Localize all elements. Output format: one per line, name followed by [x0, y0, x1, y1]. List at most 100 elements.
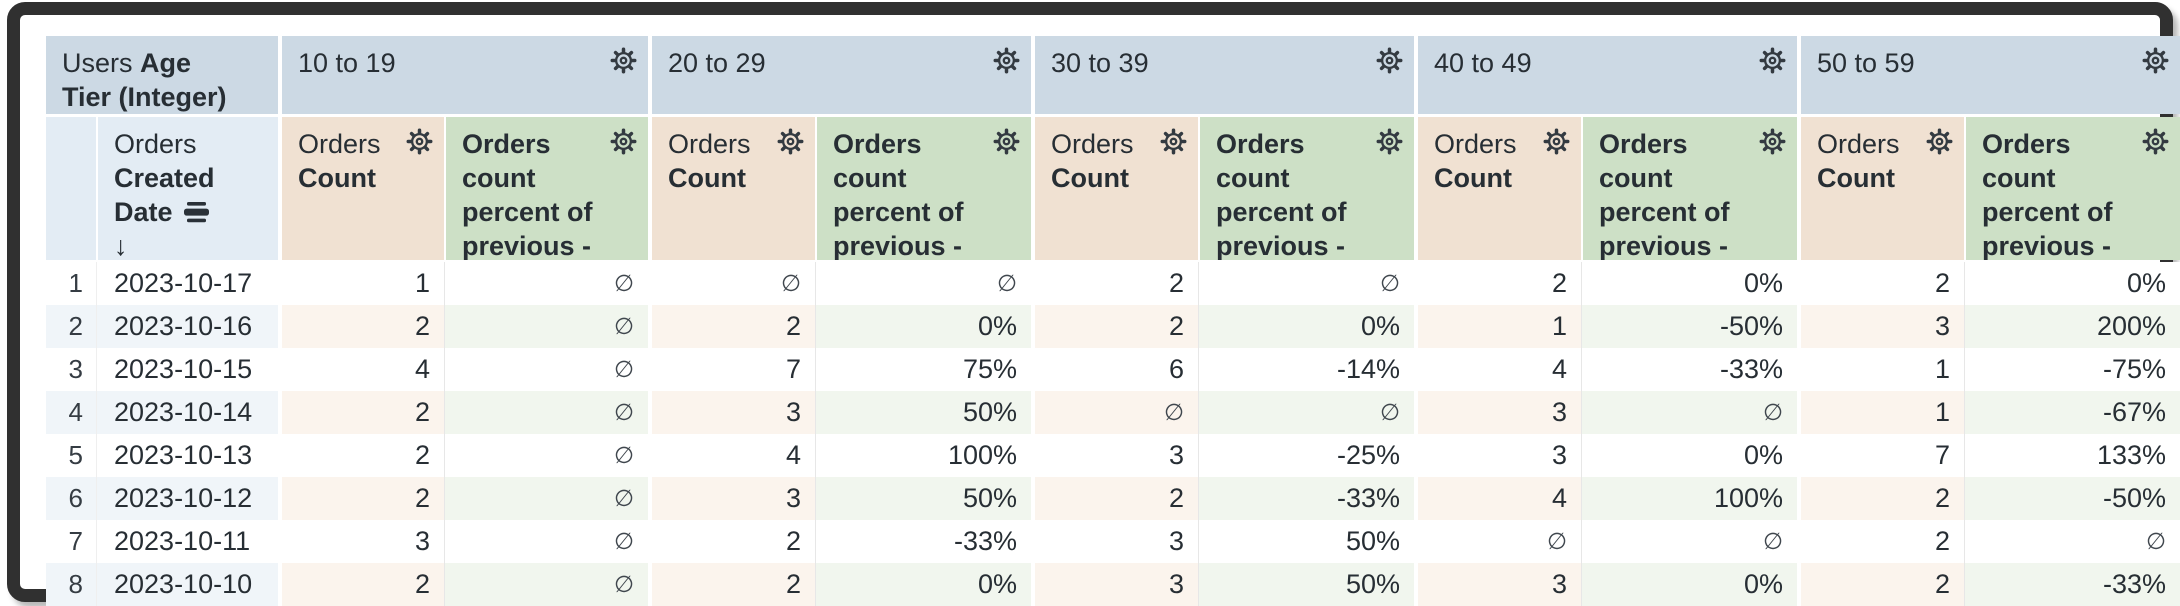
count-cell[interactable]: 1 [278, 262, 444, 305]
count-cell[interactable]: 2 [1797, 563, 1964, 606]
count-cell[interactable]: 2 [648, 305, 815, 348]
percent-calc-header[interactable]: Orders count percent of previous - acros… [1964, 117, 2180, 260]
pivot-value-header[interactable]: 30 to 39 [1031, 36, 1414, 114]
percent-cell[interactable]: 0% [1964, 262, 2180, 305]
count-cell[interactable]: 3 [648, 391, 815, 434]
count-cell[interactable]: 3 [1414, 434, 1581, 477]
date-cell[interactable]: 2023-10-12 [96, 477, 278, 520]
percent-cell[interactable]: ∅ [444, 477, 648, 520]
count-cell[interactable]: 2 [1031, 477, 1198, 520]
percent-cell[interactable]: 0% [815, 563, 1031, 606]
percent-cell[interactable]: ∅ [1581, 391, 1797, 434]
gear-icon[interactable] [775, 126, 806, 157]
percent-cell[interactable]: ∅ [1964, 520, 2180, 563]
count-cell[interactable]: 7 [1797, 434, 1964, 477]
count-cell[interactable]: 2 [1031, 262, 1198, 305]
count-cell[interactable]: 4 [648, 434, 815, 477]
gear-icon[interactable] [991, 45, 1022, 76]
count-cell[interactable]: ∅ [648, 262, 815, 305]
count-cell[interactable]: 4 [278, 348, 444, 391]
count-cell[interactable]: 4 [1414, 477, 1581, 520]
percent-cell[interactable]: ∅ [815, 262, 1031, 305]
percent-cell[interactable]: 0% [1581, 434, 1797, 477]
count-cell[interactable]: 2 [1797, 262, 1964, 305]
count-cell[interactable]: 2 [648, 520, 815, 563]
percent-cell[interactable]: 0% [1581, 563, 1797, 606]
count-cell[interactable]: 2 [278, 305, 444, 348]
percent-cell[interactable]: 0% [1581, 262, 1797, 305]
percent-cell[interactable]: 0% [815, 305, 1031, 348]
percent-cell[interactable]: -14% [1198, 348, 1414, 391]
count-cell[interactable]: 7 [648, 348, 815, 391]
percent-calc-header[interactable]: Orders count percent of previous - acros… [1198, 117, 1414, 260]
percent-cell[interactable]: -33% [1581, 348, 1797, 391]
percent-cell[interactable]: -33% [815, 520, 1031, 563]
percent-cell[interactable]: 200% [1964, 305, 2180, 348]
percent-cell[interactable]: ∅ [444, 520, 648, 563]
sort-descending-icon[interactable]: ↓ [114, 231, 128, 260]
pivot-value-header[interactable]: 40 to 49 [1414, 36, 1797, 114]
percent-cell[interactable]: 133% [1964, 434, 2180, 477]
date-cell[interactable]: 2023-10-14 [96, 391, 278, 434]
percent-cell[interactable]: ∅ [1198, 262, 1414, 305]
pivot-value-header[interactable]: 50 to 59 [1797, 36, 2180, 114]
gear-icon[interactable] [608, 45, 639, 76]
count-cell[interactable]: 3 [278, 520, 444, 563]
percent-cell[interactable]: ∅ [1198, 391, 1414, 434]
pivot-value-header[interactable]: 20 to 29 [648, 36, 1031, 114]
gear-icon[interactable] [404, 126, 435, 157]
count-cell[interactable]: 2 [1031, 305, 1198, 348]
count-cell[interactable]: 1 [1797, 348, 1964, 391]
count-measure-header[interactable]: Orders Count [1797, 117, 1964, 260]
count-measure-header[interactable]: Orders Count [1031, 117, 1198, 260]
count-cell[interactable]: ∅ [1031, 391, 1198, 434]
percent-cell[interactable]: 75% [815, 348, 1031, 391]
percent-calc-header[interactable]: Orders count percent of previous - acros… [1581, 117, 1797, 260]
gear-icon[interactable] [608, 126, 639, 157]
count-cell[interactable]: 3 [1031, 434, 1198, 477]
date-cell[interactable]: 2023-10-15 [96, 348, 278, 391]
percent-cell[interactable]: 50% [1198, 563, 1414, 606]
date-column-header[interactable]: Orders Created Date ↓ [96, 117, 278, 260]
count-cell[interactable]: 2 [1414, 262, 1581, 305]
percent-cell[interactable]: 0% [1198, 305, 1414, 348]
percent-cell[interactable]: ∅ [1581, 520, 1797, 563]
percent-cell[interactable]: -67% [1964, 391, 2180, 434]
gear-icon[interactable] [991, 126, 1022, 157]
gear-icon[interactable] [1158, 126, 1189, 157]
count-cell[interactable]: 3 [1414, 563, 1581, 606]
count-cell[interactable]: 2 [648, 563, 815, 606]
date-cell[interactable]: 2023-10-13 [96, 434, 278, 477]
date-cell[interactable]: 2023-10-17 [96, 262, 278, 305]
percent-cell[interactable]: -50% [1581, 305, 1797, 348]
percent-calc-header[interactable]: Orders count percent of previous - acros… [815, 117, 1031, 260]
count-measure-header[interactable]: Orders Count [1414, 117, 1581, 260]
count-cell[interactable]: 2 [278, 434, 444, 477]
percent-cell[interactable]: 100% [815, 434, 1031, 477]
gear-icon[interactable] [1924, 126, 1955, 157]
percent-cell[interactable]: 50% [815, 391, 1031, 434]
gear-icon[interactable] [1541, 126, 1572, 157]
count-measure-header[interactable]: Orders Count [648, 117, 815, 260]
percent-cell[interactable]: -50% [1964, 477, 2180, 520]
count-measure-header[interactable]: Orders Count [278, 117, 444, 260]
date-cell[interactable]: 2023-10-16 [96, 305, 278, 348]
pivot-value-header[interactable]: 10 to 19 [278, 36, 648, 114]
count-cell[interactable]: 6 [1031, 348, 1198, 391]
percent-cell[interactable]: 50% [1198, 520, 1414, 563]
percent-cell[interactable]: 100% [1581, 477, 1797, 520]
count-cell[interactable]: 2 [278, 477, 444, 520]
percent-cell[interactable]: -25% [1198, 434, 1414, 477]
date-cell[interactable]: 2023-10-11 [96, 520, 278, 563]
gear-icon[interactable] [2140, 126, 2171, 157]
count-cell[interactable]: 3 [648, 477, 815, 520]
gear-icon[interactable] [1757, 126, 1788, 157]
gear-icon[interactable] [1757, 45, 1788, 76]
count-cell[interactable]: 2 [1797, 520, 1964, 563]
percent-cell[interactable]: -33% [1198, 477, 1414, 520]
percent-cell[interactable]: ∅ [444, 434, 648, 477]
percent-cell[interactable]: -75% [1964, 348, 2180, 391]
gear-icon[interactable] [1374, 126, 1405, 157]
percent-cell[interactable]: ∅ [444, 262, 648, 305]
count-cell[interactable]: ∅ [1414, 520, 1581, 563]
